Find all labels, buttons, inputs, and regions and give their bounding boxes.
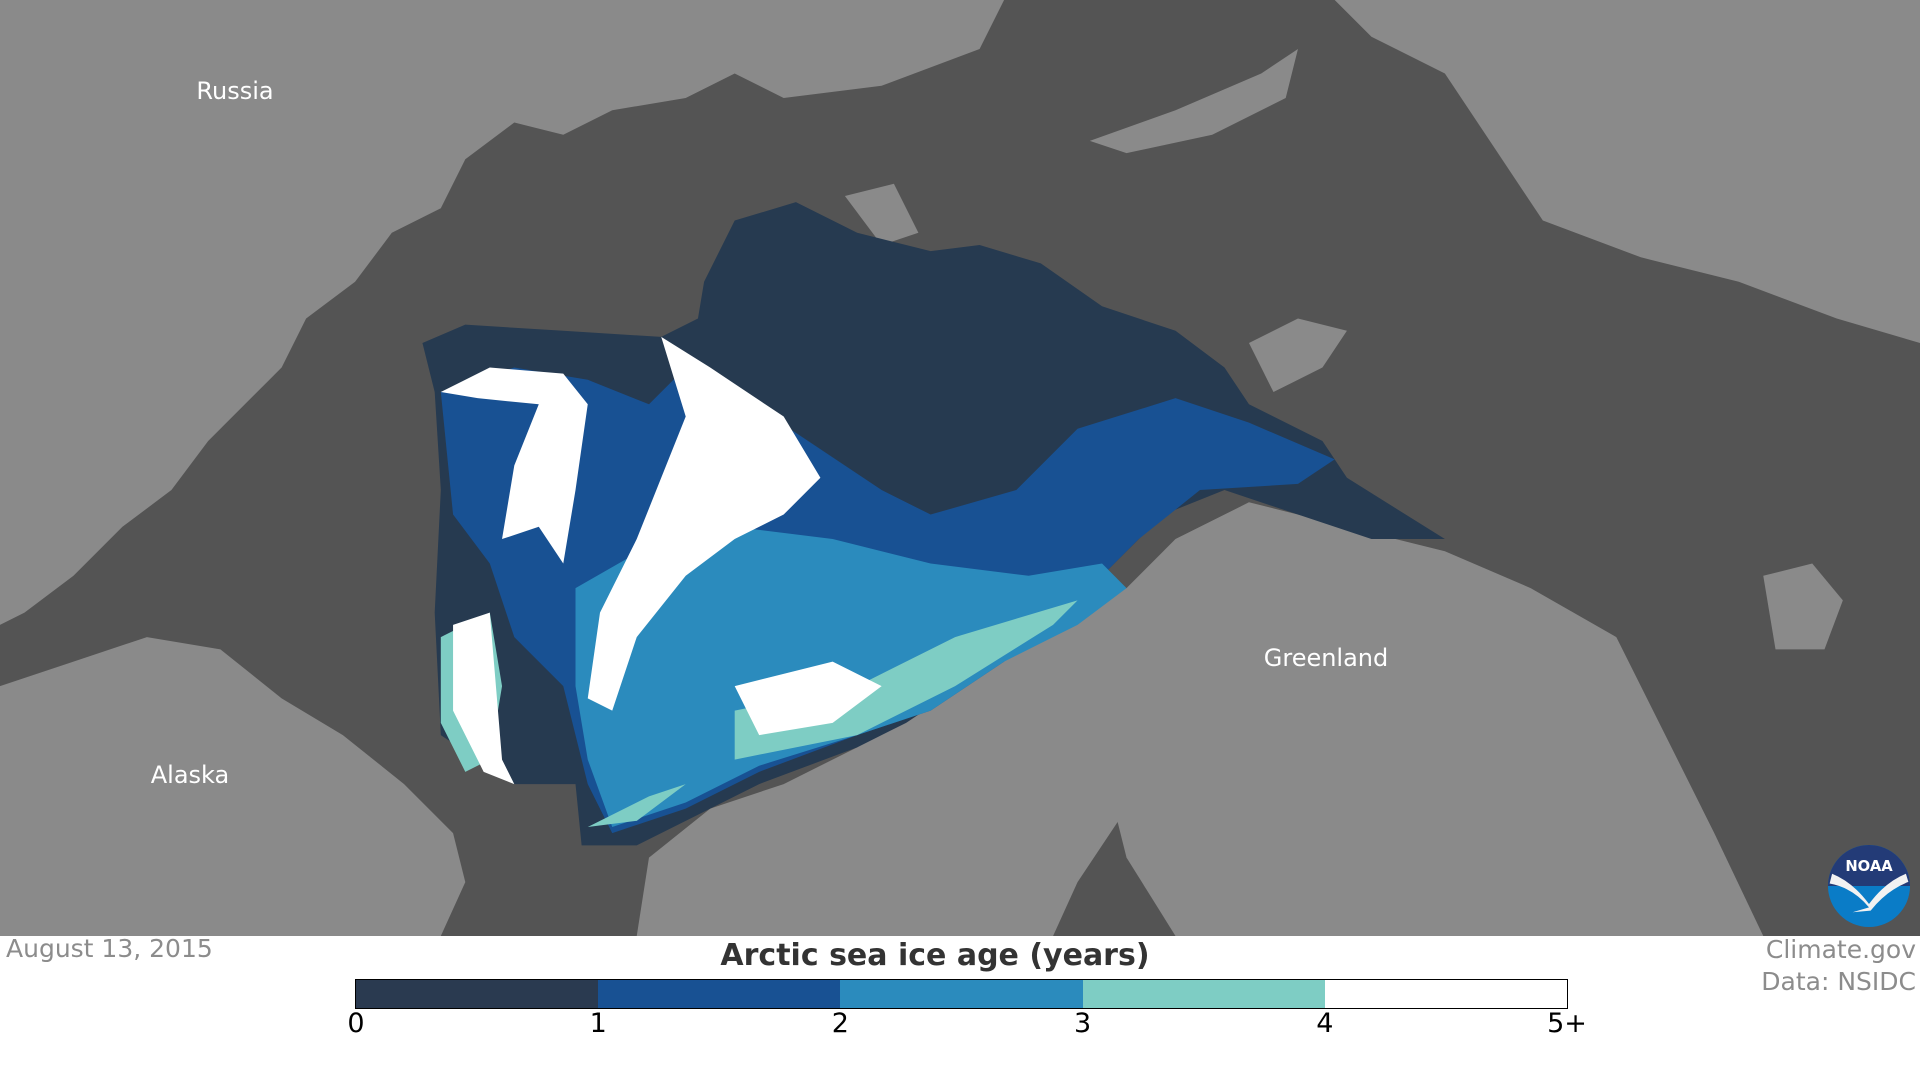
canada-archipelago: [636, 575, 1200, 936]
island: [1089, 49, 1298, 154]
sea-ice: [422, 202, 1445, 846]
legend-swatch-0-1: [356, 980, 599, 1008]
credit: Climate.gov Data: NSIDC: [1761, 934, 1916, 998]
island: [1248, 318, 1347, 393]
alaska-land: [0, 637, 466, 936]
legend-tick-label: 5+: [1547, 1008, 1587, 1039]
date-label: August 13, 2015: [6, 934, 213, 963]
legend-title: Arctic sea ice age (years): [720, 938, 1150, 973]
island: [844, 183, 919, 246]
label-alaska: Alaska: [150, 761, 230, 789]
sea-ice-map: Russia Alaska Greenland NOAA: [0, 0, 1920, 936]
russia-land: [0, 0, 1005, 625]
scandinavia-land: [1334, 0, 1920, 344]
legend-swatch-4-5+: [1324, 980, 1568, 1008]
legend-tick-label: 2: [831, 1008, 849, 1039]
legend-tick-label: 1: [589, 1008, 607, 1039]
label-russia: Russia: [196, 77, 274, 105]
legend-colorbar: [355, 979, 1568, 1009]
label-greenland: Greenland: [1263, 644, 1389, 672]
legend-tick-label: 4: [1316, 1008, 1334, 1039]
greenland-land: [1102, 502, 1764, 936]
credit-source: Climate.gov: [1765, 935, 1916, 964]
island: [1763, 563, 1843, 650]
noaa-logo: NOAA: [1828, 845, 1910, 927]
legend-swatch-3-4: [1082, 980, 1325, 1008]
legend-swatch-2-3: [840, 980, 1083, 1008]
land: [0, 0, 1920, 936]
legend-swatch-1-2: [598, 980, 841, 1008]
credit-data: Data: NSIDC: [1761, 967, 1916, 996]
legend-tick-label: 0: [347, 1008, 365, 1039]
svg-text:NOAA: NOAA: [1845, 858, 1893, 875]
map-graphic: [0, 0, 1920, 936]
legend-tick-label: 3: [1074, 1008, 1092, 1039]
ice-age-4-5plus: [440, 336, 882, 785]
